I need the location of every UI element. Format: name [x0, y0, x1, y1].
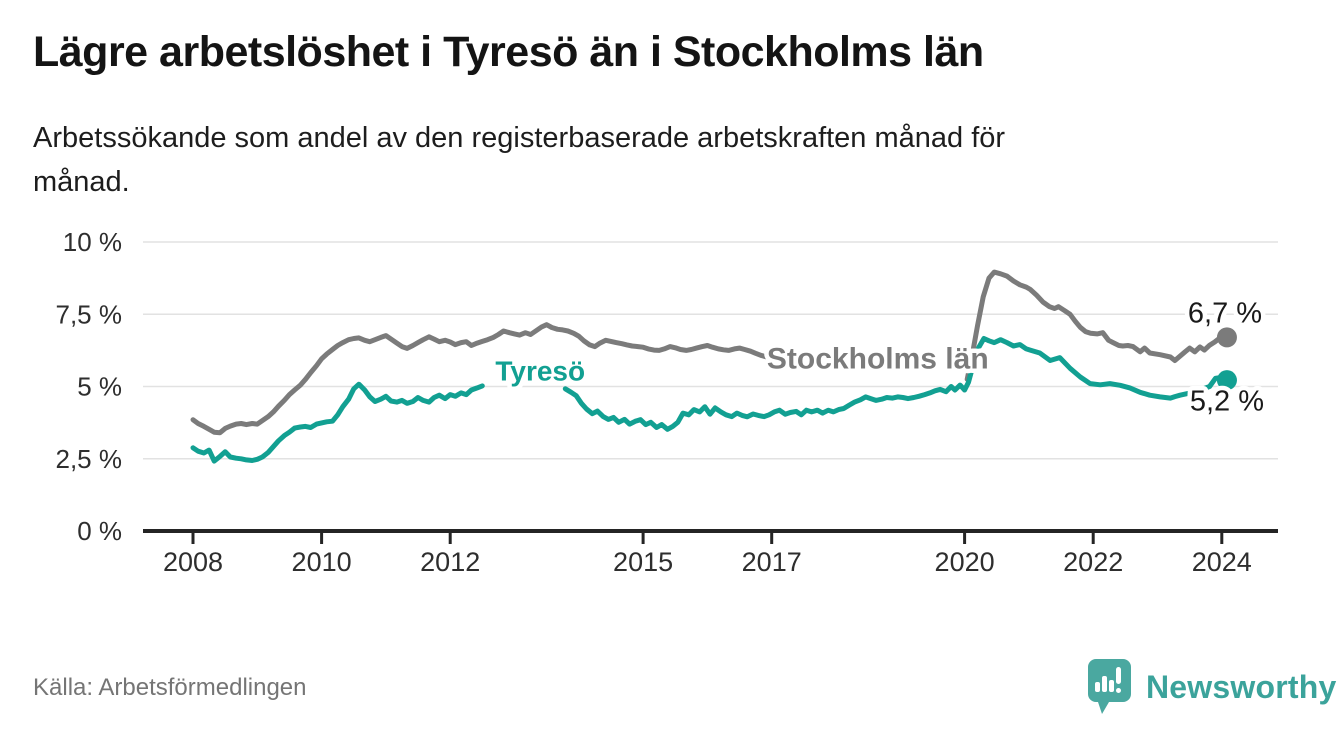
x-tick-label: 2022 — [1063, 547, 1123, 577]
newsworthy-icon — [1086, 657, 1133, 717]
brand-logo: Newsworthy — [1086, 656, 1336, 718]
annotation-end-value-stockholm: 6,7 % — [1188, 297, 1262, 329]
x-tick-label: 2017 — [742, 547, 802, 577]
brand-name: Newsworthy — [1146, 668, 1337, 705]
chart-title: Lägre arbetslöshet i Tyresö än i Stockho… — [33, 28, 984, 76]
y-tick-label: 5 % — [77, 372, 122, 402]
end-dot-tyres- — [1216, 370, 1237, 391]
chart-subtitle-line-2: månad. — [33, 166, 130, 198]
annotation-end-value-tyreso: 5,2 % — [1190, 386, 1264, 418]
y-tick-label: 0 % — [77, 516, 122, 546]
x-tick-label: 2024 — [1192, 547, 1252, 577]
annotation-label-tyreso: Tyresö — [495, 356, 585, 387]
series-line-stockholms-l-n — [190, 322, 770, 436]
chart-subtitle: Arbetssökande som andel av den registerb… — [33, 116, 1233, 204]
y-tick-label: 2,5 % — [56, 444, 123, 474]
series-line-tyres- — [190, 381, 485, 464]
end-dot-stockholms-l-n — [1216, 327, 1237, 348]
series-line-stockholms-l-n — [964, 269, 1230, 382]
series-line-tyres- — [562, 336, 1230, 432]
x-tick-label: 2020 — [935, 547, 995, 577]
x-tick-label: 2015 — [613, 547, 673, 577]
annotation-label-stockholms-lan: Stockholms län — [767, 342, 989, 375]
x-tick-label: 2010 — [292, 547, 352, 577]
x-tick-label: 2008 — [163, 547, 223, 577]
chart-subtitle-line-1: Arbetssökande som andel av den registerb… — [33, 122, 1006, 154]
x-tick-label: 2012 — [420, 547, 480, 577]
source-note: Källa: Arbetsförmedlingen — [33, 674, 307, 701]
y-tick-label: 10 % — [63, 227, 122, 257]
y-tick-label: 7,5 % — [56, 299, 123, 329]
